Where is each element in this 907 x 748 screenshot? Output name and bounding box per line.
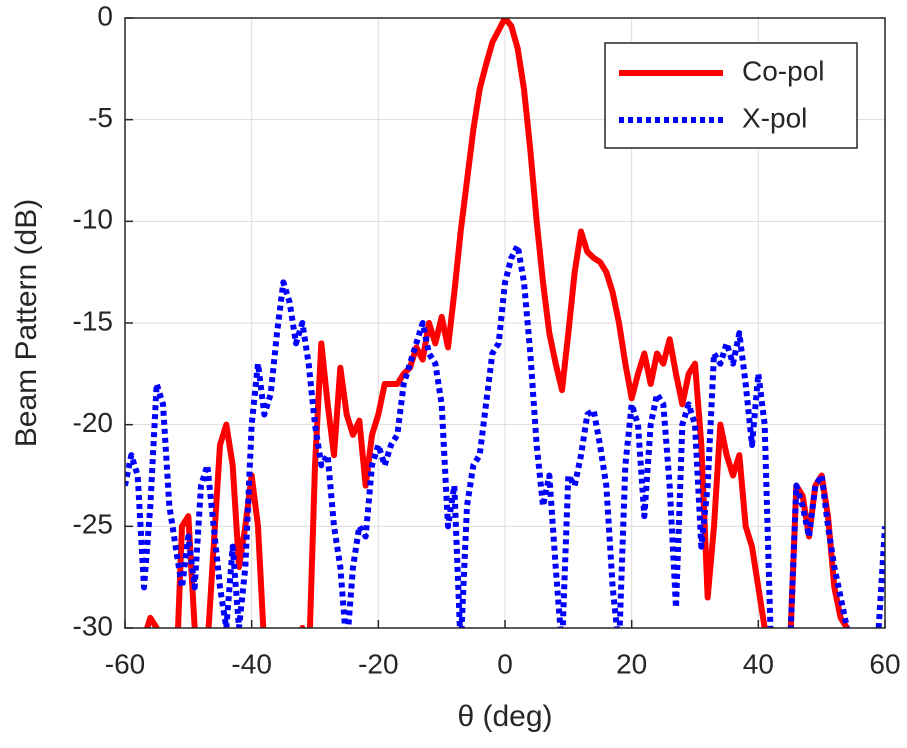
series-line <box>125 242 885 628</box>
y-tick-label: 0 <box>97 0 113 31</box>
y-tick-label: -30 <box>73 610 113 641</box>
legend-label: X-pol <box>742 102 807 133</box>
x-axis-label: θ (deg) <box>457 700 552 733</box>
x-tick-label: -60 <box>105 648 145 679</box>
y-tick-label: -5 <box>88 102 113 133</box>
x-tick-label: 60 <box>869 648 900 679</box>
y-tick-label: -10 <box>73 204 113 235</box>
y-tick-label: -15 <box>73 305 113 336</box>
x-tick-label: -40 <box>231 648 271 679</box>
ticks: -60 -40 -20 0 20 40 60 -30 -25 -20 -15 -10 -5 0 <box>73 0 901 679</box>
plot-area <box>125 18 885 628</box>
x-tick-label: 40 <box>743 648 774 679</box>
legend-label: Co-pol <box>742 55 824 86</box>
x-tick-label: -20 <box>358 648 398 679</box>
x-tick-label: 0 <box>497 648 513 679</box>
x-tick-label: 20 <box>616 648 647 679</box>
y-axis-label: Beam Pattern (dB) <box>10 199 43 447</box>
y-tick-label: -20 <box>73 407 113 438</box>
legend-box <box>604 42 858 149</box>
y-tick-label: -25 <box>73 509 113 540</box>
legend: Co-pol X-pol <box>604 42 858 149</box>
